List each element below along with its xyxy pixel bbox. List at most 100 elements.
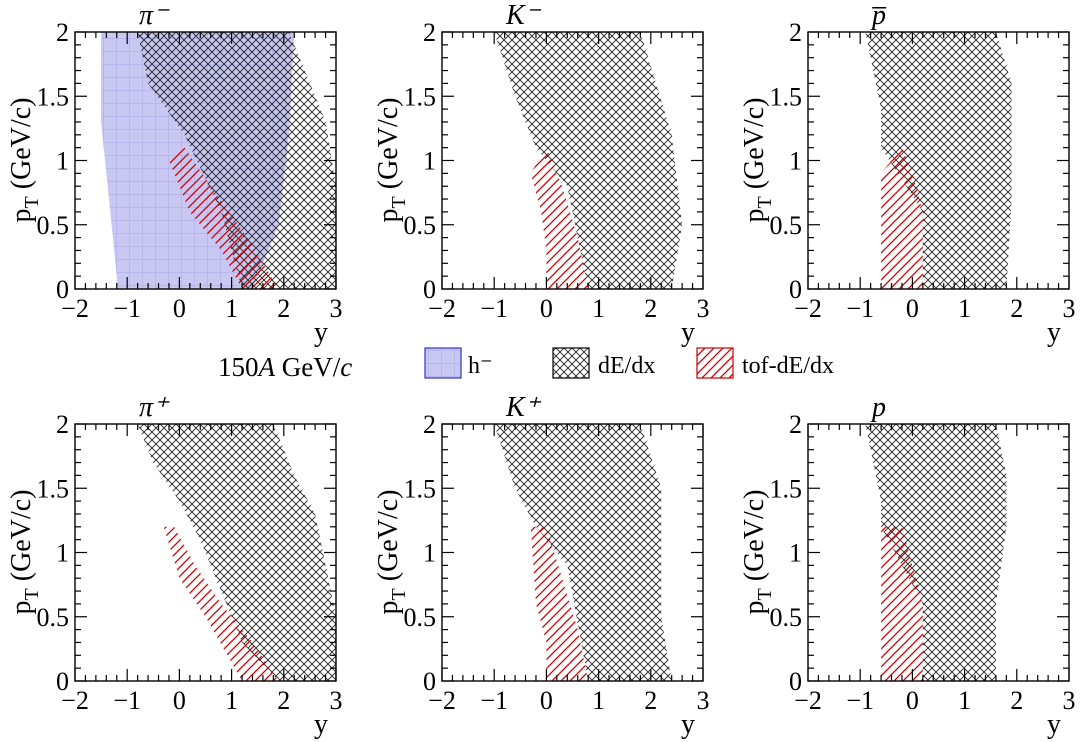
x-tick-label: 0 — [906, 686, 919, 715]
y-tick-label: 1.5 — [770, 474, 803, 503]
y-tick-label: 2 — [423, 18, 436, 47]
y-tick-label: 0 — [56, 275, 69, 304]
x-tick-label: 0 — [173, 294, 186, 323]
x-tick-label: 2 — [277, 686, 290, 715]
x-tick-label: 3 — [697, 294, 710, 323]
y-axis-title: pT (GeV/c) — [373, 490, 410, 615]
x-tick-label: 1 — [958, 686, 971, 715]
region-tof — [530, 526, 589, 681]
x-tick-label: 0 — [173, 686, 186, 715]
x-tick-label: 2 — [1010, 686, 1023, 715]
regions — [101, 32, 336, 289]
y-axis-title: pT (GeV/c) — [739, 98, 776, 223]
x-tick-label: 2 — [277, 294, 290, 323]
y-tick-label: 1 — [423, 539, 436, 568]
x-tick-label: −2 — [61, 686, 89, 715]
regions — [865, 32, 1012, 289]
x-tick-label: 3 — [1063, 686, 1076, 715]
x-tick-label: 2 — [1010, 294, 1023, 323]
region-dedx — [137, 424, 336, 681]
panel-title: p — [870, 392, 886, 423]
legend-label-dedx: dE/dx — [598, 353, 655, 379]
x-tick-label: −2 — [794, 294, 822, 323]
y-tick-label: 2 — [789, 18, 802, 47]
y-tick-label: 1 — [56, 147, 69, 176]
y-axis-title: pT (GeV/c) — [373, 98, 410, 223]
x-tick-label: −2 — [428, 294, 456, 323]
y-tick-label: 0.5 — [37, 603, 70, 632]
y-tick-label: 1.5 — [37, 474, 70, 503]
y-tick-label: 2 — [56, 410, 69, 439]
y-tick-label: 0 — [789, 275, 802, 304]
y-tick-label: 1.5 — [770, 82, 803, 111]
x-tick-label: 0 — [906, 294, 919, 323]
x-tick-label: 3 — [697, 686, 710, 715]
x-tick-label: 3 — [1063, 294, 1076, 323]
x-tick-label: 1 — [225, 294, 238, 323]
y-tick-label: 0 — [423, 667, 436, 696]
region-dedx — [137, 32, 336, 289]
x-tick-label: 3 — [330, 294, 343, 323]
x-axis-title: y — [1047, 317, 1061, 348]
legend-label-tof: tof-dE/dx — [742, 353, 834, 379]
y-tick-label: 2 — [789, 410, 802, 439]
regions — [137, 424, 336, 681]
panel-title: π⁺ — [139, 392, 170, 423]
panel-title: π⁻ — [139, 0, 170, 31]
y-tick-label: 0 — [56, 667, 69, 696]
x-tick-label: −1 — [846, 686, 874, 715]
y-tick-label: 1 — [789, 539, 802, 568]
y-tick-label: 1.5 — [37, 82, 70, 111]
regions — [494, 424, 672, 681]
y-tick-label: 1 — [789, 147, 802, 176]
y-tick-label: 0.5 — [770, 603, 803, 632]
legend-swatch-h — [424, 347, 462, 379]
panel-title: p̅ — [870, 0, 887, 31]
x-tick-label: 0 — [540, 686, 553, 715]
x-tick-label: −1 — [480, 294, 508, 323]
x-axis-title: y — [314, 317, 328, 348]
y-tick-label: 0 — [789, 667, 802, 696]
x-tick-label: 3 — [330, 686, 343, 715]
x-axis-title: y — [681, 709, 695, 740]
x-tick-label: 1 — [592, 294, 605, 323]
region-tof — [169, 147, 279, 289]
y-tick-label: 2 — [56, 18, 69, 47]
x-axis-title: y — [1047, 709, 1061, 740]
x-axis-title: y — [314, 709, 328, 740]
y-tick-label: 0.5 — [404, 603, 437, 632]
y-axis-title: pT (GeV/c) — [739, 490, 776, 615]
y-axis-title: pT (GeV/c) — [6, 98, 43, 223]
x-tick-label: 1 — [225, 686, 238, 715]
regions — [494, 32, 683, 289]
region-dedx — [865, 424, 1007, 681]
y-tick-label: 1 — [423, 147, 436, 176]
region-dedx — [865, 32, 1012, 289]
region-tof — [530, 147, 589, 289]
x-tick-label: −1 — [113, 294, 141, 323]
y-tick-label: 1 — [56, 539, 69, 568]
y-tick-label: 1.5 — [404, 474, 437, 503]
panel-title: K⁺ — [505, 392, 542, 423]
x-tick-label: 2 — [644, 294, 657, 323]
y-axis-title: pT (GeV/c) — [6, 490, 43, 615]
x-tick-label: −1 — [113, 686, 141, 715]
y-tick-label: 1.5 — [404, 82, 437, 111]
legend-label-h: h⁻ — [468, 353, 493, 379]
region-tof — [163, 526, 279, 681]
legend-swatch-tof — [696, 347, 734, 379]
panel-title: K⁻ — [505, 0, 542, 31]
regions — [865, 424, 1007, 681]
x-tick-label: 0 — [540, 294, 553, 323]
region-dedx — [494, 32, 683, 289]
y-tick-label: 0.5 — [37, 211, 70, 240]
x-tick-label: 1 — [958, 294, 971, 323]
